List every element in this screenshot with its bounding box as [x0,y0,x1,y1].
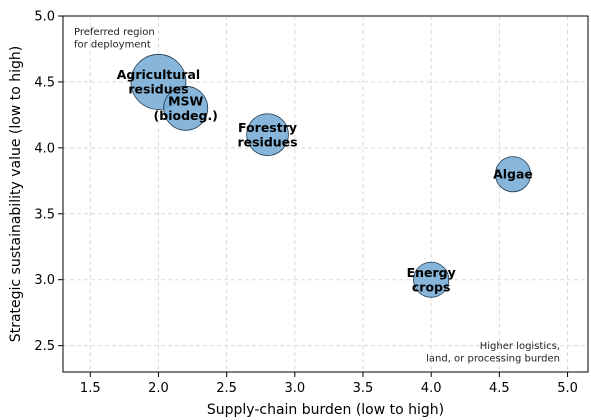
bubble [494,156,531,193]
x-tick-label: 4.0 [421,381,442,396]
bubble-label: Energy crops [407,265,456,295]
bubble [163,85,209,131]
bubble-label: Forestry residues [237,120,297,150]
y-tick-label: 3.5 [34,207,55,222]
x-axis-title: Supply-chain burden (low to high) [207,402,444,418]
annotation-preferred-region: Preferred region for deployment [74,27,155,51]
y-tick-label: 5.0 [34,10,55,25]
x-tick-label: 5.0 [557,381,578,396]
bubble [246,113,289,156]
axis-ticks [58,15,569,377]
annotations: Preferred region for deployment Higher log… [74,27,560,365]
x-tick-label: 3.5 [353,381,374,396]
x-tick-label: 3.0 [284,381,305,396]
x-tick-label: 2.5 [216,381,237,396]
bubbles [130,54,531,298]
y-tick-label: 2.5 [34,339,55,354]
bubble-label: MSW (biodeg.) [154,94,218,124]
x-tick-label: 1.5 [80,381,101,396]
bubble-label: Agricultural residues [117,67,200,97]
x-tick-label: 2.0 [148,381,169,396]
tick-labels: 1.5 2.0 2.5 3.0 3.5 4.0 4.5 5.0 2.5 3.0 3.5 4.0 4.5 5… [34,10,578,397]
bubble-label: Algae [493,167,533,182]
y-tick-label: 3.0 [34,273,55,288]
x-tick-label: 4.5 [489,381,510,396]
annotation-higher-burden: Higher logistics, land, or processing bur… [426,341,560,365]
plot-frame [62,15,589,373]
y-tick-label: 4.0 [34,141,55,156]
y-tick-label: 4.5 [34,75,55,90]
y-axis-title: Strategic sustainability value (low to h… [8,46,24,342]
bubble [413,261,450,298]
